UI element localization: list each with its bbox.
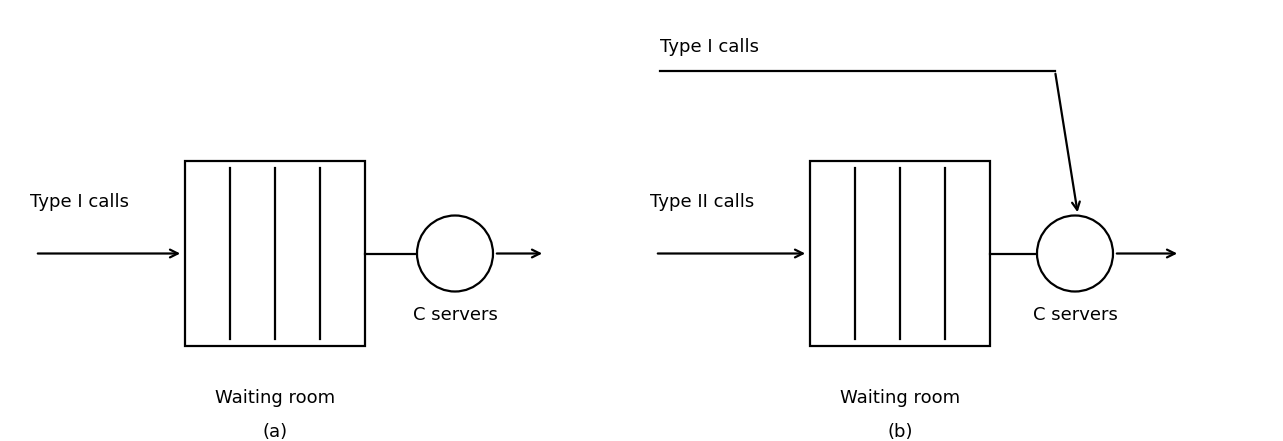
Text: Type I calls: Type I calls xyxy=(659,38,760,56)
Circle shape xyxy=(1037,216,1112,292)
Text: Waiting room: Waiting room xyxy=(840,389,960,407)
Text: C servers: C servers xyxy=(1033,306,1117,324)
Bar xyxy=(810,161,990,346)
Text: C servers: C servers xyxy=(413,306,498,324)
Text: (a): (a) xyxy=(263,423,287,441)
Text: Waiting room: Waiting room xyxy=(216,389,335,407)
Text: (b): (b) xyxy=(888,423,912,441)
Text: Type II calls: Type II calls xyxy=(650,193,754,211)
Circle shape xyxy=(417,216,493,292)
Text: Type I calls: Type I calls xyxy=(30,193,130,211)
Bar xyxy=(185,161,364,346)
